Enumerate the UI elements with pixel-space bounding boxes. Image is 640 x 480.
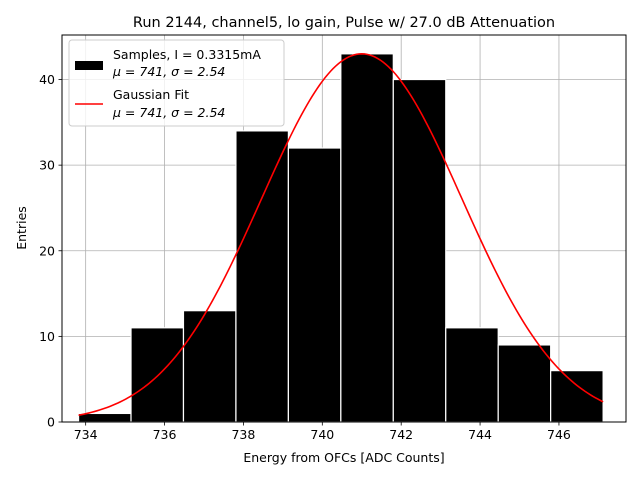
histogram-bars bbox=[77, 53, 604, 423]
y-tick-label: 0 bbox=[47, 415, 55, 430]
legend-fit-label: Gaussian Fit bbox=[113, 87, 189, 102]
legend-histogram-label: Samples, I = 0.3315mA bbox=[113, 47, 261, 62]
histogram-bar bbox=[392, 78, 447, 423]
x-tick-label: 740 bbox=[310, 427, 334, 442]
y-axis-label: Entries bbox=[14, 206, 29, 250]
histogram-bar bbox=[235, 130, 289, 423]
histogram-bar bbox=[340, 53, 394, 423]
x-tick-label: 738 bbox=[231, 427, 255, 442]
histogram-bar bbox=[130, 327, 185, 423]
legend-histogram-swatch bbox=[75, 61, 103, 70]
legend-histogram-stats: μ = 741, σ = 2.54 bbox=[112, 64, 225, 79]
x-tick-label: 742 bbox=[389, 427, 413, 442]
y-tick-label: 30 bbox=[39, 158, 55, 173]
histogram-bar bbox=[182, 310, 237, 423]
x-tick-label: 734 bbox=[74, 427, 98, 442]
legend-fit-stats: μ = 741, σ = 2.54 bbox=[112, 105, 225, 120]
histogram-bar bbox=[550, 370, 604, 423]
x-tick-label: 736 bbox=[153, 427, 177, 442]
chart-title: Run 2144, channel5, lo gain, Pulse w/ 27… bbox=[133, 15, 555, 31]
histogram-bar bbox=[287, 147, 342, 423]
y-axis-ticks: 0 10 20 30 40 bbox=[39, 72, 62, 430]
x-tick-label: 746 bbox=[547, 427, 571, 442]
x-tick-label: 744 bbox=[468, 427, 492, 442]
legend-frame bbox=[68, 39, 285, 127]
x-axis-ticks: 734 736 738 740 742 744 746 bbox=[74, 422, 571, 442]
gaussian-fit-curve bbox=[78, 53, 604, 417]
histogram-bar bbox=[497, 344, 552, 423]
legend: Samples, I = 0.3315mA μ = 741, σ = 2.54 … bbox=[68, 39, 285, 127]
plot-area-frame bbox=[61, 34, 627, 423]
y-tick-label: 10 bbox=[39, 329, 55, 344]
gaussian-fit-line bbox=[78, 53, 604, 417]
x-axis-label: Energy from OFCs [ADC Counts] bbox=[243, 450, 444, 465]
y-tick-label: 40 bbox=[39, 72, 55, 87]
histogram-bar bbox=[77, 412, 132, 423]
y-tick-label: 20 bbox=[39, 243, 55, 258]
histogram-bar bbox=[445, 327, 499, 423]
